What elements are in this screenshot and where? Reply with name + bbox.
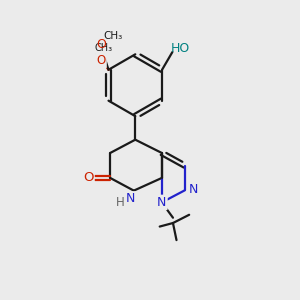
Text: N: N: [157, 196, 167, 209]
Text: N: N: [188, 183, 198, 196]
Text: O: O: [83, 172, 93, 184]
Text: N: N: [126, 192, 135, 206]
Text: HO: HO: [171, 42, 190, 55]
Text: CH₃: CH₃: [103, 31, 123, 40]
Text: O: O: [97, 38, 106, 51]
Text: H: H: [116, 196, 125, 209]
Text: CH₃: CH₃: [94, 43, 112, 53]
Text: O: O: [96, 54, 106, 67]
